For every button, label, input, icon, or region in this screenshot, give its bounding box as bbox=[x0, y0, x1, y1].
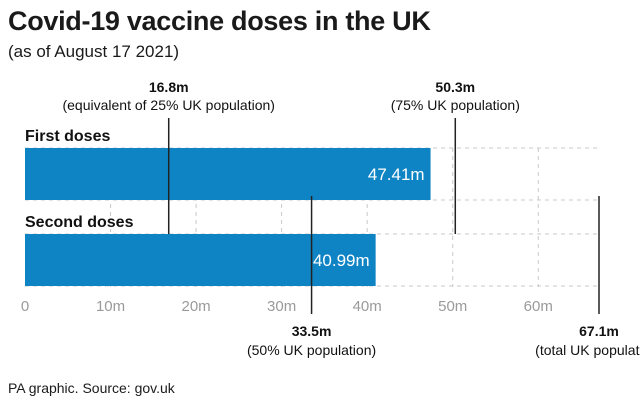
x-tick-label: 40m bbox=[353, 298, 382, 315]
reference-value-label: 33.5m bbox=[292, 323, 332, 339]
chart-subtitle: (as of August 17 2021) bbox=[8, 42, 180, 61]
category-label: First doses bbox=[25, 128, 110, 145]
bar-value-label: 40.99m bbox=[313, 251, 370, 270]
bar bbox=[25, 148, 431, 200]
chart-title: Covid-19 vaccine doses in the UK bbox=[8, 6, 431, 36]
category-label: Second doses bbox=[25, 214, 134, 231]
reference-description: (50% UK population) bbox=[247, 342, 376, 358]
source-note: PA graphic. Source: gov.uk bbox=[8, 380, 175, 396]
x-tick-label: 60m bbox=[524, 298, 553, 315]
x-tick-label: 50m bbox=[438, 298, 467, 315]
reference-value-label: 16.8m bbox=[149, 79, 189, 95]
reference-description: (total UK population) bbox=[535, 342, 640, 358]
reference-description: (75% UK population) bbox=[391, 97, 520, 113]
x-tick-label: 20m bbox=[181, 298, 210, 315]
reference-value-label: 67.1m bbox=[579, 323, 619, 339]
bar-value-label: 47.41m bbox=[368, 165, 425, 184]
x-tick-label: 0 bbox=[21, 298, 29, 315]
x-tick-label: 30m bbox=[267, 298, 296, 315]
reference-description: (equivalent of 25% UK population) bbox=[62, 97, 274, 113]
x-tick-label: 10m bbox=[96, 298, 125, 315]
bar bbox=[25, 234, 376, 286]
reference-value-label: 50.3m bbox=[435, 79, 475, 95]
